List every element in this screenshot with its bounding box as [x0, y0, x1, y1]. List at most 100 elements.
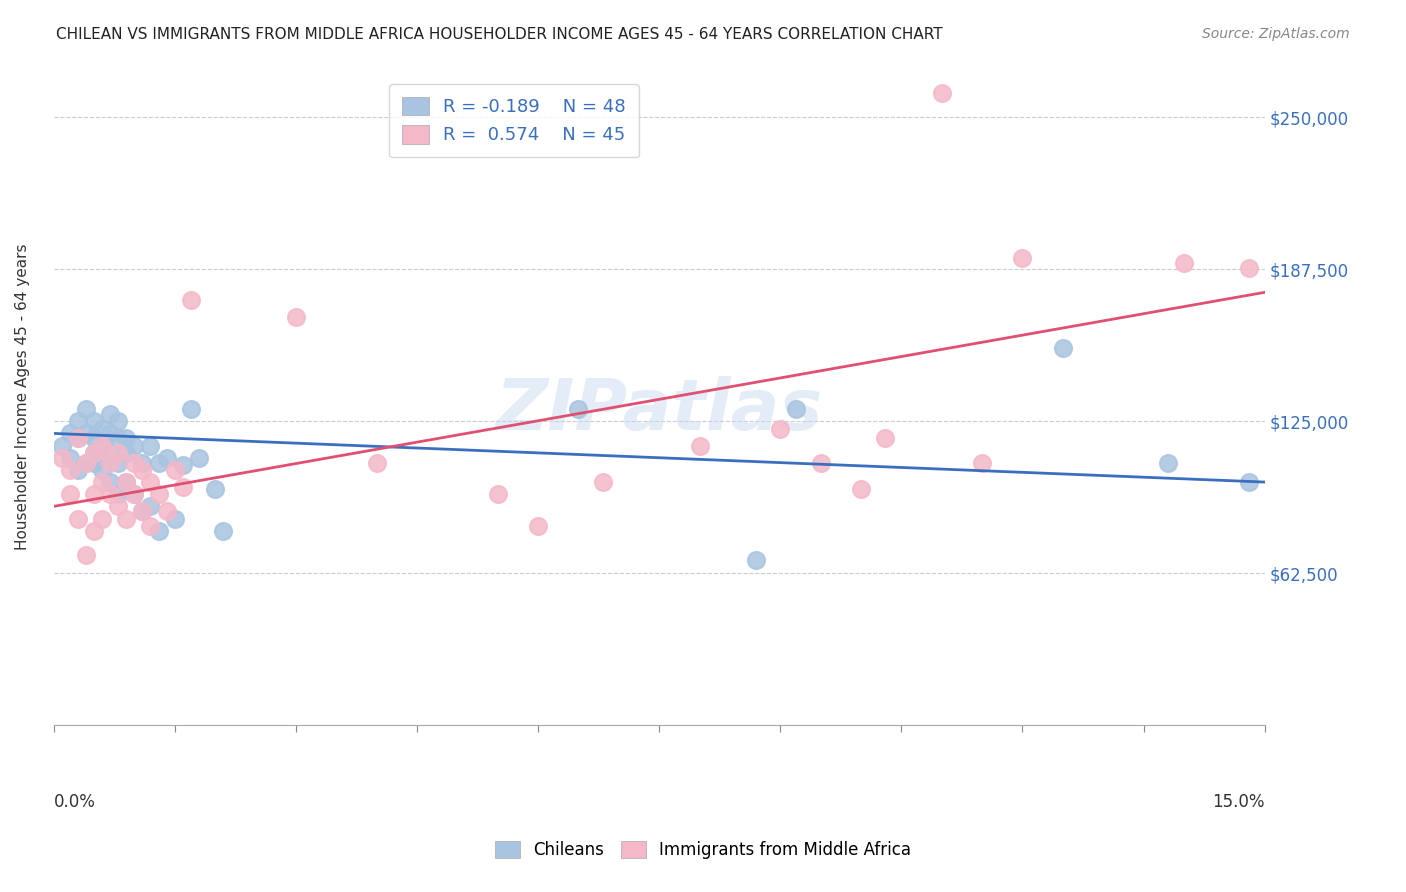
Point — [115, 475, 138, 489]
Y-axis label: Householder Income Ages 45 - 64 years: Householder Income Ages 45 - 64 years — [15, 244, 30, 550]
Point — [98, 475, 121, 489]
Point — [75, 456, 97, 470]
Point — [115, 446, 138, 460]
Point — [83, 446, 105, 460]
Point — [148, 524, 170, 538]
Point — [124, 487, 146, 501]
Point — [148, 487, 170, 501]
Point — [59, 426, 82, 441]
Point — [91, 439, 114, 453]
Point — [115, 475, 138, 489]
Point — [131, 456, 153, 470]
Point — [810, 456, 832, 470]
Text: Source: ZipAtlas.com: Source: ZipAtlas.com — [1202, 27, 1350, 41]
Point — [107, 487, 129, 501]
Point — [689, 439, 711, 453]
Point — [745, 553, 768, 567]
Point — [592, 475, 614, 489]
Point — [83, 487, 105, 501]
Point — [139, 519, 162, 533]
Point — [1011, 252, 1033, 266]
Point — [66, 431, 89, 445]
Point — [75, 456, 97, 470]
Legend: R = -0.189    N = 48, R =  0.574    N = 45: R = -0.189 N = 48, R = 0.574 N = 45 — [389, 84, 638, 157]
Point — [115, 431, 138, 445]
Text: ZIPatlas: ZIPatlas — [495, 376, 823, 444]
Point — [59, 463, 82, 477]
Text: CHILEAN VS IMMIGRANTS FROM MIDDLE AFRICA HOUSEHOLDER INCOME AGES 45 - 64 YEARS C: CHILEAN VS IMMIGRANTS FROM MIDDLE AFRICA… — [56, 27, 943, 42]
Point — [849, 483, 872, 497]
Point — [115, 511, 138, 525]
Point — [66, 431, 89, 445]
Point — [66, 463, 89, 477]
Point — [107, 414, 129, 428]
Point — [139, 475, 162, 489]
Point — [163, 463, 186, 477]
Point — [75, 402, 97, 417]
Point — [131, 463, 153, 477]
Point — [972, 456, 994, 470]
Point — [98, 446, 121, 460]
Point — [180, 402, 202, 417]
Point — [1237, 260, 1260, 275]
Point — [91, 439, 114, 453]
Point — [66, 414, 89, 428]
Point — [107, 456, 129, 470]
Point — [83, 414, 105, 428]
Point — [51, 439, 73, 453]
Point — [91, 421, 114, 435]
Point — [156, 450, 179, 465]
Point — [107, 500, 129, 514]
Legend: Chileans, Immigrants from Middle Africa: Chileans, Immigrants from Middle Africa — [488, 834, 918, 866]
Point — [131, 504, 153, 518]
Point — [98, 456, 121, 470]
Point — [172, 480, 194, 494]
Point — [139, 439, 162, 453]
Point — [131, 504, 153, 518]
Point — [51, 450, 73, 465]
Point — [204, 483, 226, 497]
Point — [83, 431, 105, 445]
Point — [124, 487, 146, 501]
Point — [59, 487, 82, 501]
Point — [486, 487, 509, 501]
Point — [98, 487, 121, 501]
Point — [366, 456, 388, 470]
Text: 0.0%: 0.0% — [53, 794, 96, 812]
Point — [124, 456, 146, 470]
Point — [66, 511, 89, 525]
Point — [180, 293, 202, 307]
Point — [75, 426, 97, 441]
Point — [107, 446, 129, 460]
Point — [1157, 456, 1180, 470]
Point — [124, 439, 146, 453]
Point — [148, 456, 170, 470]
Point — [156, 504, 179, 518]
Point — [91, 475, 114, 489]
Point — [769, 421, 792, 435]
Point — [527, 519, 550, 533]
Point — [98, 426, 121, 441]
Point — [75, 548, 97, 562]
Point — [284, 310, 307, 324]
Point — [139, 500, 162, 514]
Point — [1173, 256, 1195, 270]
Point — [91, 511, 114, 525]
Point — [83, 446, 105, 460]
Point — [91, 463, 114, 477]
Text: 15.0%: 15.0% — [1212, 794, 1265, 812]
Point — [567, 402, 589, 417]
Point — [785, 402, 807, 417]
Point — [107, 431, 129, 445]
Point — [931, 86, 953, 100]
Point — [163, 511, 186, 525]
Point — [1237, 475, 1260, 489]
Point — [875, 431, 897, 445]
Point — [187, 450, 209, 465]
Point — [59, 450, 82, 465]
Point — [1052, 341, 1074, 355]
Point — [212, 524, 235, 538]
Point — [172, 458, 194, 472]
Point — [83, 524, 105, 538]
Point — [98, 407, 121, 421]
